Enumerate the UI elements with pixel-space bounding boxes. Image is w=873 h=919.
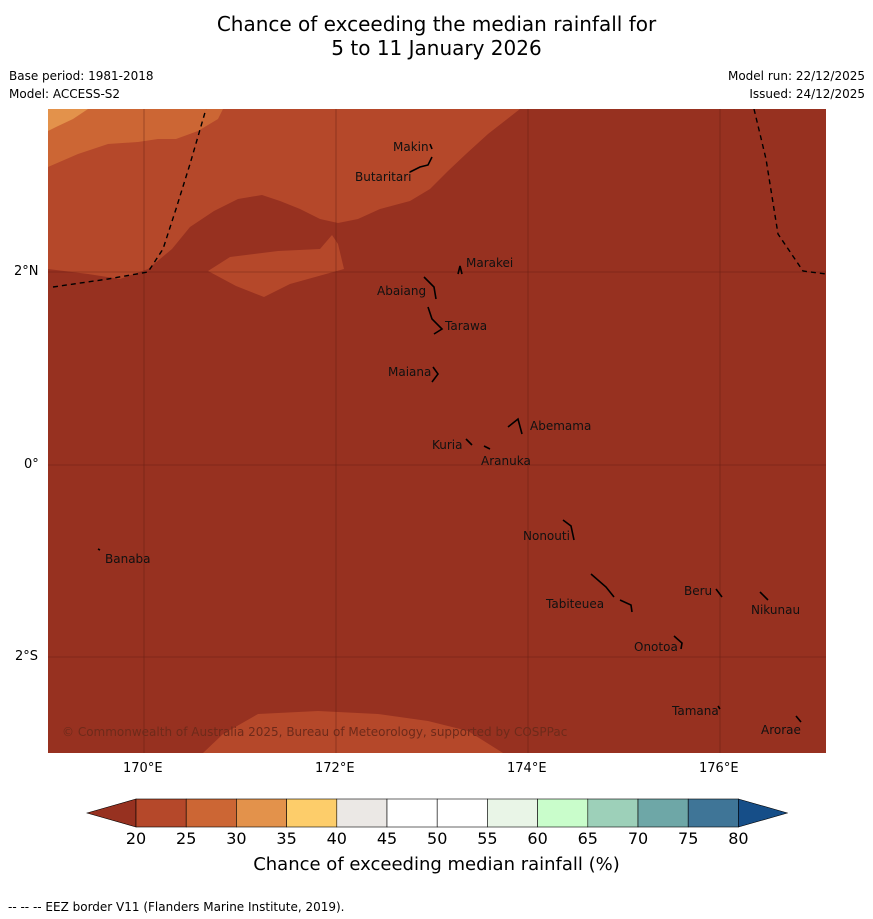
island-banaba <box>97 548 101 551</box>
label-tarawa: Tarawa <box>444 319 487 333</box>
colorbar-tick-label: 35 <box>276 829 297 848</box>
label-butaritari: Butaritari <box>355 170 412 184</box>
lon-label-176: 176°E <box>699 761 739 776</box>
colorbar-tick-label: 65 <box>577 829 598 848</box>
contour-20-25-north <box>48 109 520 279</box>
label-nikunau: Nikunau <box>751 603 800 617</box>
colorbar-segment <box>537 798 589 828</box>
eez-credit: -- -- -- EEZ border V11 (Flanders Marine… <box>8 900 345 914</box>
colorbar-tick-label: 20 <box>125 829 147 848</box>
map-panel: Makin Butaritari Marakei Abaiang Tarawa … <box>48 109 826 753</box>
contour-30-35 <box>48 109 88 131</box>
colorbar-svg <box>85 798 789 828</box>
island-arorae <box>795 715 802 723</box>
island-beru <box>715 588 723 598</box>
label-arorae: Arorae <box>761 723 801 737</box>
colorbar-tick-label: 80 <box>728 829 749 848</box>
label-aranuka: Aranuka <box>481 454 531 468</box>
colorbar-segment <box>386 798 438 828</box>
title-line-2: 5 to 11 January 2026 <box>331 36 542 60</box>
colorbar-segment <box>587 798 639 828</box>
graticule <box>48 109 826 753</box>
colorbar-segment <box>687 798 739 828</box>
colorbar-tick-label: 40 <box>326 829 347 848</box>
island-onotoa <box>673 635 683 650</box>
colorbar-segment <box>637 798 689 828</box>
lat-label-0: 0° <box>24 457 39 472</box>
label-abaiang: Abaiang <box>377 284 426 298</box>
meta-left: Base period: 1981-2018 Model: ACCESS-S2 <box>9 67 154 103</box>
contour-25-30 <box>48 109 223 167</box>
colorbar-tick-label: 60 <box>527 829 548 848</box>
colorbar-tick-label: 25 <box>176 829 197 848</box>
label-banaba: Banaba <box>105 552 151 566</box>
island-makin <box>429 143 433 150</box>
model-run-date: Model run: 22/12/2025 <box>727 69 865 83</box>
colorbar-segment <box>135 798 187 828</box>
meta-right: Model run: 22/12/2025 Issued: 24/12/2025 <box>728 67 865 103</box>
colorbar <box>85 798 789 832</box>
island-nonouti <box>562 519 575 541</box>
eez-border <box>52 109 826 288</box>
colorbar-tick-label: 75 <box>678 829 699 848</box>
base-period: Base period: 1981-2018 <box>9 69 154 83</box>
colorbar-tick-label: 70 <box>627 829 649 848</box>
label-abemama: Abemama <box>530 419 591 433</box>
colorbar-segment <box>286 798 338 828</box>
copyright-notice: © Commonwealth of Australia 2025, Bureau… <box>62 725 567 739</box>
label-maiana: Maiana <box>388 365 431 379</box>
island-aranuka <box>483 445 491 450</box>
colorbar-extend-low <box>85 798 137 828</box>
colorbar-segment <box>185 798 237 828</box>
colorbar-tick-label: 50 <box>427 829 448 848</box>
lon-label-174: 174°E <box>507 761 547 776</box>
label-onotoa: Onotoa <box>634 640 678 654</box>
colorbar-tick-label: 30 <box>226 829 247 848</box>
colorbar-tick-label: 55 <box>477 829 498 848</box>
island-maiana <box>431 366 439 383</box>
islands <box>97 143 802 723</box>
issued-date: Issued: 24/12/2025 <box>749 87 865 101</box>
colorbar-tick-label: 45 <box>376 829 398 848</box>
label-kuria: Kuria <box>432 438 463 452</box>
island-tabiteuea <box>590 573 633 613</box>
title-line-1: Chance of exceeding the median rainfall … <box>216 12 657 36</box>
island-nikunau <box>759 591 769 601</box>
map-title: Chance of exceeding the median rainfall … <box>0 12 873 60</box>
label-nonouti: Nonouti <box>523 529 570 543</box>
colorbar-segment <box>436 798 488 828</box>
colorbar-extend-high <box>738 798 789 828</box>
island-tamana <box>717 705 721 710</box>
lon-label-170: 170°E <box>123 761 163 776</box>
colorbar-label: Chance of exceeding median rainfall (%) <box>253 854 620 875</box>
contour-20-25-south <box>203 711 503 753</box>
label-beru: Beru <box>684 584 712 598</box>
island-kuria <box>465 438 473 446</box>
island-abemama <box>507 417 523 435</box>
colorbar-segment <box>236 798 287 828</box>
model-name: Model: ACCESS-S2 <box>9 87 121 101</box>
label-tamana: Tamana <box>671 704 719 718</box>
island-butaritari <box>409 156 433 173</box>
lat-label-2n: 2°N <box>14 264 39 279</box>
colorbar-segment <box>336 798 388 828</box>
island-marakei <box>457 265 463 275</box>
label-makin: Makin <box>393 140 429 154</box>
label-tabiteuea: Tabiteuea <box>545 597 604 611</box>
lat-label-2s: 2°S <box>15 649 39 664</box>
contour-20-25-blob <box>208 235 344 297</box>
label-marakei: Marakei <box>466 256 513 270</box>
island-abaiang <box>423 276 437 300</box>
colorbar-segment <box>487 798 538 828</box>
map-svg: Makin Butaritari Marakei Abaiang Tarawa … <box>48 109 826 753</box>
lon-label-172: 172°E <box>315 761 355 776</box>
island-tarawa <box>427 306 444 335</box>
